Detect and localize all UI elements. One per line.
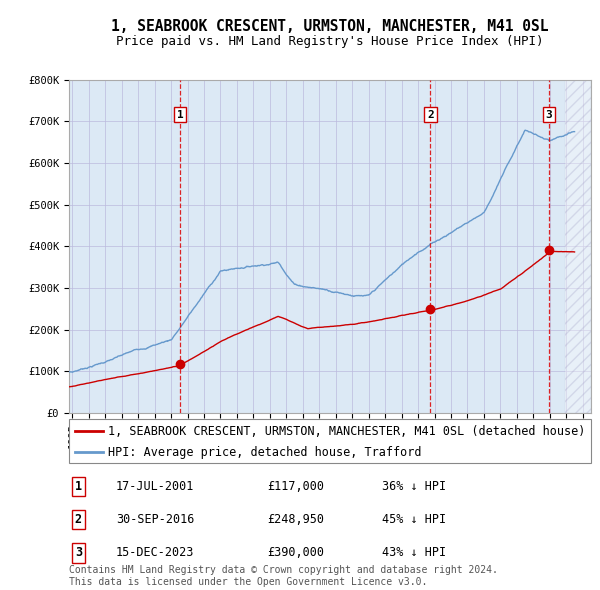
Text: 1: 1 xyxy=(176,110,184,120)
Text: 30-SEP-2016: 30-SEP-2016 xyxy=(116,513,194,526)
Text: £117,000: £117,000 xyxy=(268,480,325,493)
Text: £390,000: £390,000 xyxy=(268,546,325,559)
Text: Price paid vs. HM Land Registry's House Price Index (HPI): Price paid vs. HM Land Registry's House … xyxy=(116,35,544,48)
Text: HPI: Average price, detached house, Trafford: HPI: Average price, detached house, Traf… xyxy=(108,445,422,458)
Text: 2: 2 xyxy=(427,110,434,120)
FancyBboxPatch shape xyxy=(69,419,591,463)
Text: 2: 2 xyxy=(75,513,82,526)
Text: 1, SEABROOK CRESCENT, URMSTON, MANCHESTER, M41 0SL (detached house): 1, SEABROOK CRESCENT, URMSTON, MANCHESTE… xyxy=(108,425,586,438)
Text: 17-JUL-2001: 17-JUL-2001 xyxy=(116,480,194,493)
Text: £248,950: £248,950 xyxy=(268,513,325,526)
Text: 36% ↓ HPI: 36% ↓ HPI xyxy=(382,480,446,493)
Text: 3: 3 xyxy=(75,546,82,559)
Text: 15-DEC-2023: 15-DEC-2023 xyxy=(116,546,194,559)
Text: Contains HM Land Registry data © Crown copyright and database right 2024.
This d: Contains HM Land Registry data © Crown c… xyxy=(69,565,498,587)
Text: 1: 1 xyxy=(75,480,82,493)
Text: 45% ↓ HPI: 45% ↓ HPI xyxy=(382,513,446,526)
Bar xyxy=(565,80,591,413)
Text: 1, SEABROOK CRESCENT, URMSTON, MANCHESTER, M41 0SL: 1, SEABROOK CRESCENT, URMSTON, MANCHESTE… xyxy=(111,19,549,34)
Text: 43% ↓ HPI: 43% ↓ HPI xyxy=(382,546,446,559)
Text: 3: 3 xyxy=(546,110,553,120)
